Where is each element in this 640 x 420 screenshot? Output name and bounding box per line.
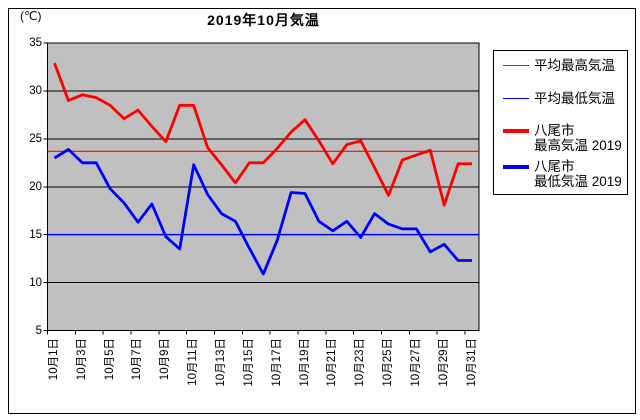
y-axis-tick-label: 25 bbox=[29, 132, 42, 145]
x-axis-tick-label: 10月5日 bbox=[103, 338, 116, 381]
legend-min-2019-line-swatch bbox=[503, 165, 529, 169]
legend-item-min-2019: 八尾市 最低気温 2019 bbox=[503, 159, 627, 189]
x-axis-tick-label: 10月11日 bbox=[187, 338, 200, 386]
x-axis-tick-label: 10月29日 bbox=[437, 338, 450, 387]
series-line-八尾市 最低気温 2019 bbox=[53, 147, 472, 276]
x-axis-tick-label: 10月17日 bbox=[270, 338, 283, 387]
x-axis-tick-label: 10月1日 bbox=[47, 338, 60, 381]
y-axis-tick-label: 10 bbox=[29, 276, 42, 289]
series-line-八尾市 最高気温 2019 bbox=[53, 62, 472, 207]
chart-title: 2019年10月気温 bbox=[207, 12, 320, 28]
x-axis-tick-label: 10月23日 bbox=[354, 338, 367, 387]
y-axis-tick-label: 15 bbox=[29, 228, 42, 241]
x-axis-tick-label: 10月7日 bbox=[131, 338, 144, 381]
x-axis-tick-label: 10月9日 bbox=[159, 338, 172, 381]
legend-avg-max-label: 平均最高気温 bbox=[534, 58, 615, 73]
x-axis-tick-label: 10月13日 bbox=[214, 338, 227, 387]
legend-item-max-2019: 八尾市 最高気温 2019 bbox=[503, 123, 627, 153]
x-axis-tick-label: 10月3日 bbox=[75, 338, 88, 381]
legend-item-avg-max: 平均最高気温 bbox=[503, 58, 627, 73]
x-axis-tick-label: 10月15日 bbox=[242, 338, 255, 387]
y-axis-tick-label: 5 bbox=[35, 324, 42, 337]
legend-min-2019-label: 八尾市 最低気温 2019 bbox=[534, 159, 622, 189]
x-axis-tick-label: 10月27日 bbox=[409, 338, 422, 387]
legend-max-2019-line-swatch bbox=[503, 129, 529, 133]
y-axis-tick-label: 35 bbox=[29, 37, 42, 49]
x-axis-tick-label: 10月21日 bbox=[326, 338, 339, 387]
x-axis-tick-label: 10月19日 bbox=[298, 338, 311, 387]
legend-avg-min-label: 平均最低気温 bbox=[534, 91, 615, 106]
legend-avg-min-line-swatch bbox=[503, 98, 529, 99]
chart-border bbox=[8, 8, 636, 414]
legend-max-2019-label: 八尾市 最高気温 2019 bbox=[534, 123, 622, 153]
x-axis-tick-label: 10月31日 bbox=[465, 338, 478, 387]
y-axis-unit-label: (℃) bbox=[20, 9, 42, 23]
legend-item-avg-min: 平均最低気温 bbox=[503, 91, 627, 106]
legend: 平均最高気温 平均最低気温 八尾市 最高気温 2019 八尾市 最低気温 2019 bbox=[493, 50, 628, 195]
legend-avg-max-line-swatch bbox=[503, 65, 529, 66]
y-axis-tick-label: 20 bbox=[29, 180, 42, 193]
y-axis-tick-label: 30 bbox=[29, 84, 42, 97]
x-axis-tick-label: 10月25日 bbox=[382, 338, 395, 387]
